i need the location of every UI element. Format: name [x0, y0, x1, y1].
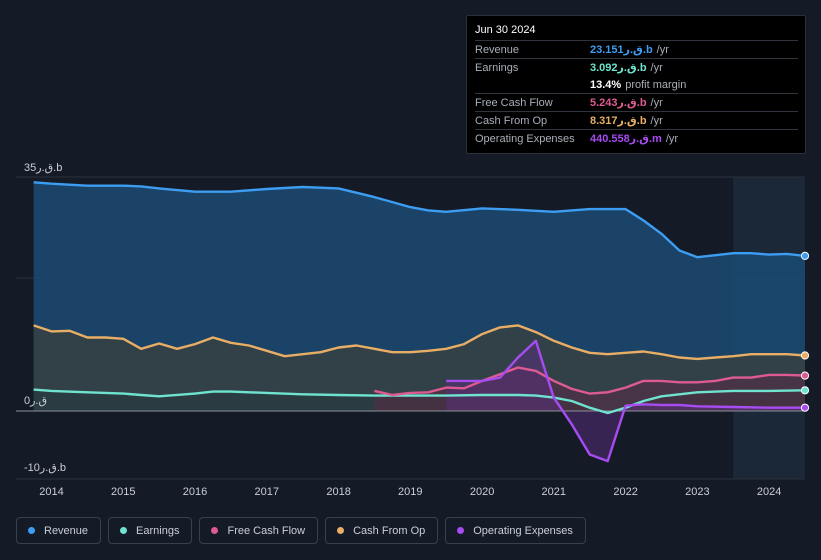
end-point-operating-expenses [800, 403, 810, 412]
tooltip-row-revenue: Revenue 23.151ق.ر.b /yr [475, 40, 798, 58]
tooltip-unit: /yr [665, 132, 679, 145]
tooltip-value: 440.558ق.ر.m [590, 132, 662, 145]
x-tick-label: 2019 [398, 486, 422, 498]
x-tick-label: 2024 [757, 486, 781, 498]
x-tick-label: 2016 [183, 486, 207, 498]
end-point-free-cash-flow [800, 371, 810, 380]
legend-label: Free Cash Flow [227, 524, 306, 537]
x-tick-label: 2023 [685, 486, 709, 498]
x-tick-label: 2014 [39, 486, 63, 498]
tooltip-value: 23.151ق.ر.b [590, 43, 653, 56]
end-point-earnings [800, 386, 810, 395]
tooltip-value: 13.4% [590, 78, 622, 91]
legend-dot-icon [457, 527, 465, 534]
x-tick-label: 2020 [470, 486, 494, 498]
legend-label: Earnings [136, 524, 180, 537]
series-line-cash-from-op [33, 324, 806, 361]
x-tick-label: 2015 [111, 486, 135, 498]
x-tick-label: 2021 [542, 486, 566, 498]
legend-item-earnings[interactable]: Earnings [108, 517, 193, 544]
legend-item-cash-from-op[interactable]: Cash From Op [325, 517, 439, 544]
tooltip-unit: /yr [650, 114, 663, 127]
legend-label: Cash From Op [353, 524, 426, 537]
tooltip-unit: profit margin [625, 78, 687, 91]
series-line-operating-expenses [446, 339, 805, 463]
tooltip-unit: /yr [656, 43, 669, 56]
area-cash-from-op [33, 325, 806, 411]
legend: Revenue Earnings Free Cash Flow Cash Fro… [16, 517, 586, 544]
tooltip-value: 8.317ق.ر.b [590, 114, 647, 127]
tooltip-date: Jun 30 2024 [475, 24, 536, 36]
legend-dot-icon [337, 527, 345, 534]
y-label-top: 35ق.ر.b [24, 162, 62, 174]
legend-item-free-cash-flow[interactable]: Free Cash Flow [199, 517, 319, 544]
tooltip-unit: /yr [650, 61, 663, 74]
legend-item-revenue[interactable]: Revenue [16, 517, 102, 544]
tooltip-value: 5.243ق.ر.b [590, 96, 647, 109]
legend-label: Revenue [44, 524, 89, 537]
y-label-zero: 0ق.ر [24, 395, 47, 407]
x-tick-label: 2017 [255, 486, 279, 498]
x-tick-label: 2022 [613, 486, 637, 498]
end-point-revenue [800, 251, 810, 260]
tooltip-row-opex: Operating Expenses 440.558ق.ر.m /yr [475, 129, 798, 147]
x-tick-label: 2018 [326, 486, 350, 498]
tooltip-label: Earnings [475, 61, 519, 74]
tooltip-label: Cash From Op [475, 114, 548, 127]
tooltip-row-fcf: Free Cash Flow 5.243ق.ر.b /yr [475, 93, 798, 111]
legend-dot-icon [120, 527, 128, 534]
series-line-free-cash-flow [374, 366, 806, 397]
legend-label: Operating Expenses [473, 524, 573, 537]
tooltip-row-earnings: Earnings 3.092ق.ر.b /yr [475, 58, 798, 76]
legend-item-operating-expenses[interactable]: Operating Expenses [445, 517, 586, 544]
end-point-cash-from-op [800, 351, 810, 360]
series-line-earnings [33, 388, 806, 415]
tooltip-unit: /yr [650, 96, 663, 109]
series-line-revenue [33, 181, 806, 259]
tooltip-panel: Jun 30 2024 Revenue 23.151ق.ر.b /yr Earn… [466, 15, 806, 154]
y-label-bottom: -10ق.ر.b [24, 462, 66, 474]
tooltip-row-cfo: Cash From Op 8.317ق.ر.b /yr [475, 111, 798, 129]
tooltip-label: Operating Expenses [475, 132, 575, 145]
tooltip-row-margin: 13.4% profit margin [475, 76, 798, 93]
legend-dot-icon [28, 527, 35, 534]
tooltip-label: Revenue [475, 43, 520, 56]
legend-dot-icon [211, 527, 219, 534]
tooltip-label: Free Cash Flow [475, 96, 553, 109]
tooltip-value: 3.092ق.ر.b [590, 61, 647, 74]
